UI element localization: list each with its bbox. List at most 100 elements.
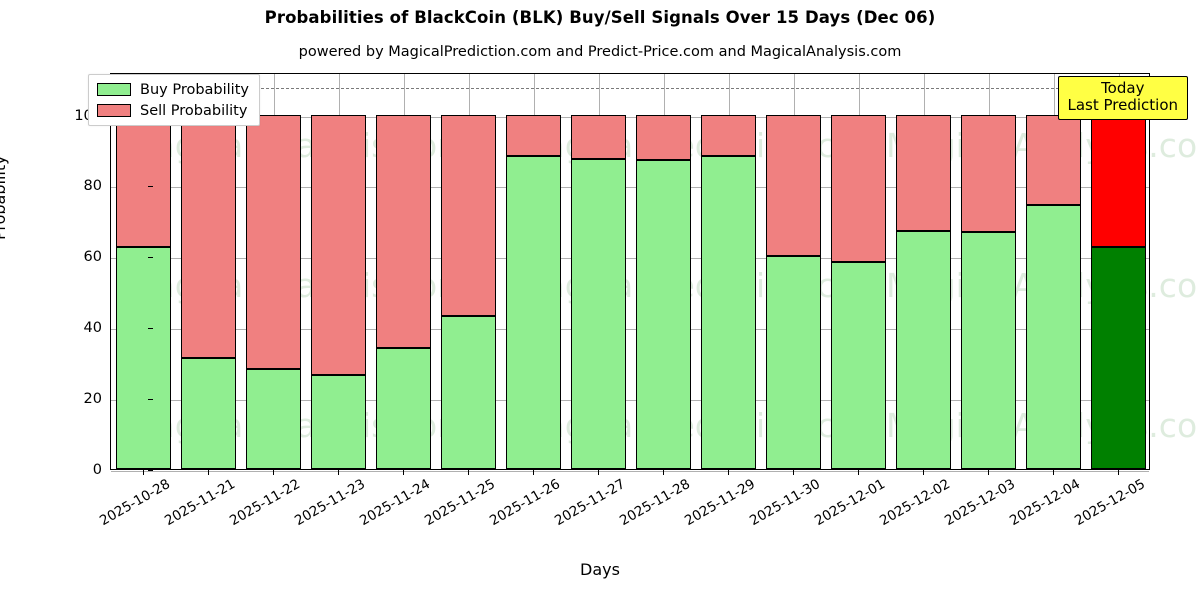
y-tick-mark <box>148 398 153 400</box>
x-tick-mark <box>402 470 404 475</box>
bar-2025-10-28[interactable] <box>115 114 172 469</box>
x-tick-label: 2025-12-03 <box>941 476 1018 530</box>
bar-segment-sell <box>895 114 952 232</box>
x-tick-mark <box>987 470 989 475</box>
chart-subtitle: powered by MagicalPrediction.com and Pre… <box>298 44 902 60</box>
y-tick-mark <box>148 327 153 329</box>
y-tick-mark <box>148 469 153 471</box>
bar-segment-buy <box>830 262 887 469</box>
gridline-horizontal <box>111 329 1149 331</box>
bar-segment-buy <box>765 255 822 469</box>
bar-segment-buy <box>635 159 692 469</box>
x-tick-label: 2025-11-22 <box>226 476 303 530</box>
x-tick-label: 2025-12-01 <box>811 476 888 530</box>
today-annotation: Today Last Prediction <box>1057 76 1189 120</box>
bar-segment-sell <box>180 114 237 359</box>
x-tick-mark <box>597 470 599 475</box>
legend-label: Buy Probability <box>140 81 249 98</box>
gridline-horizontal <box>111 187 1149 189</box>
legend-item-sell[interactable]: Sell Probability <box>97 102 249 119</box>
bar-2025-12-03[interactable] <box>960 114 1017 469</box>
bar-2025-11-21[interactable] <box>180 114 237 469</box>
bar-segment-buy <box>1090 247 1147 469</box>
chart-title: Probabilities of BlackCoin (BLK) Buy/Sel… <box>264 8 936 27</box>
x-axis-label: Days <box>580 560 620 579</box>
bar-segment-sell <box>1025 114 1082 205</box>
x-tick-mark <box>337 470 339 475</box>
legend-item-buy[interactable]: Buy Probability <box>97 81 249 98</box>
x-tick-label: 2025-12-05 <box>1071 476 1148 530</box>
x-tick-label: 2025-11-28 <box>616 476 693 530</box>
bar-segment-buy <box>1025 204 1082 469</box>
gridline-horizontal <box>111 116 1149 118</box>
bar-segment-buy <box>895 231 952 469</box>
bar-segment-sell <box>375 114 432 348</box>
bar-2025-11-25[interactable] <box>440 114 497 469</box>
bar-segment-buy <box>115 247 172 469</box>
x-tick-mark <box>272 470 274 475</box>
x-tick-label: 2025-11-27 <box>551 476 628 530</box>
bar-2025-11-28[interactable] <box>635 114 692 469</box>
x-tick-label: 2025-10-28 <box>96 476 173 530</box>
bar-segment-sell <box>440 114 497 316</box>
y-axis-label: Probability <box>0 155 9 240</box>
x-tick-mark <box>922 470 924 475</box>
gridline-horizontal <box>111 471 1149 472</box>
bar-segment-sell <box>830 114 887 262</box>
x-tick-label: 2025-12-04 <box>1006 476 1083 530</box>
y-tick-label: 40 <box>83 320 102 337</box>
bar-segment-sell <box>310 114 367 376</box>
x-tick-mark <box>857 470 859 475</box>
bar-2025-12-05[interactable] <box>1090 114 1147 469</box>
reference-line <box>111 88 1149 90</box>
chart-legend: Buy Probability Sell Probability <box>88 74 260 126</box>
x-tick-label: 2025-11-29 <box>681 476 758 530</box>
bar-2025-11-22[interactable] <box>245 114 302 469</box>
y-tick-label: 80 <box>83 178 102 195</box>
bar-2025-11-23[interactable] <box>310 114 367 469</box>
x-tick-mark <box>727 470 729 475</box>
bar-segment-buy <box>700 155 757 469</box>
x-tick-mark <box>1052 470 1054 475</box>
bar-segment-sell <box>1090 114 1147 248</box>
bar-segment-buy <box>245 369 302 469</box>
y-tick-label: 60 <box>83 249 102 266</box>
today-label-line2: Last Prediction <box>1067 95 1179 114</box>
bar-2025-11-30[interactable] <box>765 114 822 469</box>
legend-swatch-icon <box>97 83 131 96</box>
bar-segment-buy <box>375 347 432 469</box>
x-tick-label: 2025-11-21 <box>161 476 238 530</box>
bar-segment-sell <box>700 114 757 156</box>
bar-segment-buy <box>570 159 627 469</box>
legend-label: Sell Probability <box>140 102 248 119</box>
bar-2025-11-24[interactable] <box>375 114 432 469</box>
x-tick-mark <box>662 470 664 475</box>
bar-2025-11-29[interactable] <box>700 114 757 469</box>
gridline-horizontal <box>111 400 1149 402</box>
x-tick-mark <box>467 470 469 475</box>
bar-segment-sell <box>960 114 1017 232</box>
x-tick-label: 2025-11-30 <box>746 476 823 530</box>
x-tick-mark <box>792 470 794 475</box>
legend-swatch-icon <box>97 104 131 117</box>
y-tick-label: 0 <box>92 462 102 478</box>
plot-area: MagicalAnalysis.comMagicalPrediction.com… <box>110 73 1200 472</box>
bar-2025-11-27[interactable] <box>570 114 627 469</box>
today-label-line1: Today <box>1101 79 1145 97</box>
bar-2025-12-02[interactable] <box>895 114 952 469</box>
bar-2025-12-04[interactable] <box>1025 114 1082 469</box>
x-tick-mark <box>142 470 144 475</box>
bar-segment-sell <box>115 114 172 248</box>
bar-segment-buy <box>505 156 562 469</box>
bar-segment-buy <box>440 315 497 469</box>
bar-2025-12-01[interactable] <box>830 114 887 469</box>
bar-segment-sell <box>505 114 562 157</box>
bar-segment-sell <box>635 114 692 160</box>
x-tick-mark <box>1117 470 1119 475</box>
x-tick-label: 2025-11-25 <box>421 476 498 530</box>
bar-segment-sell <box>765 114 822 256</box>
x-tick-label: 2025-12-02 <box>876 476 953 530</box>
bar-2025-11-26[interactable] <box>505 114 562 469</box>
x-tick-label: 2025-11-23 <box>291 476 368 530</box>
